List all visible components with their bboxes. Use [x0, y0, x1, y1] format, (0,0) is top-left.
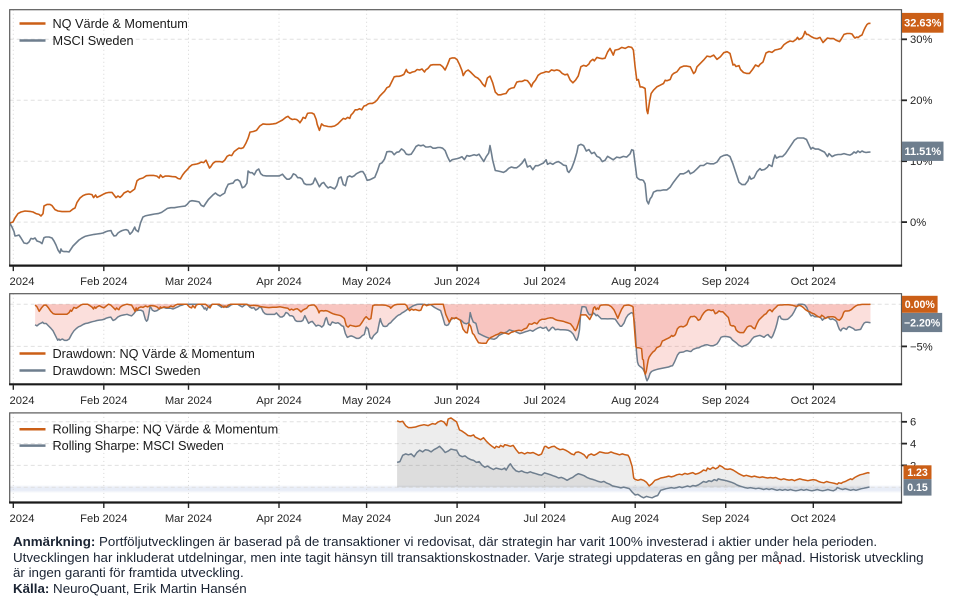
svg-text:Rolling Sharpe: NQ Värde & Mom: Rolling Sharpe: NQ Värde & Momentum	[53, 423, 279, 437]
svg-text:−2.20%: −2.20%	[904, 317, 941, 329]
svg-text:4: 4	[910, 439, 916, 451]
svg-text:Mar 2024: Mar 2024	[165, 276, 212, 288]
svg-text:Oct 2024: Oct 2024	[791, 513, 836, 525]
svg-text:Apr 2024: Apr 2024	[256, 276, 301, 288]
svg-text:2024: 2024	[10, 395, 35, 407]
svg-text:NQ Värde & Momentum: NQ Värde & Momentum	[53, 17, 188, 31]
svg-text:Aug 2024: Aug 2024	[611, 513, 659, 525]
svg-text:MSCI Sweden: MSCI Sweden	[53, 34, 134, 48]
svg-text:Drawdown: MSCI Sweden: Drawdown: MSCI Sweden	[53, 364, 201, 378]
svg-text:Jun 2024: Jun 2024	[434, 395, 480, 407]
svg-text:Drawdown: NQ Värde & Momentum: Drawdown: NQ Värde & Momentum	[53, 347, 255, 361]
svg-text:30%: 30%	[910, 34, 932, 46]
svg-text:2024: 2024	[10, 276, 35, 288]
svg-text:Feb 2024: Feb 2024	[80, 513, 127, 525]
svg-text:2024: 2024	[10, 513, 35, 525]
svg-text:0.15: 0.15	[907, 482, 928, 494]
svg-text:1.23: 1.23	[907, 467, 928, 479]
svg-text:32.63%: 32.63%	[904, 18, 942, 30]
svg-text:Aug 2024: Aug 2024	[611, 395, 659, 407]
svg-text:May 2024: May 2024	[342, 395, 391, 407]
svg-text:Sep 2024: Sep 2024	[702, 395, 750, 407]
svg-text:Feb 2024: Feb 2024	[80, 395, 127, 407]
svg-text:Aug 2024: Aug 2024	[611, 276, 659, 288]
svg-text:−5%: −5%	[910, 341, 933, 353]
svg-text:0.00%: 0.00%	[905, 299, 936, 311]
svg-text:6: 6	[910, 417, 916, 429]
svg-text:May 2024: May 2024	[342, 513, 391, 525]
svg-text:Sep 2024: Sep 2024	[702, 276, 750, 288]
svg-text:Oct 2024: Oct 2024	[791, 276, 836, 288]
svg-text:Mar 2024: Mar 2024	[165, 395, 212, 407]
svg-text:Jul 2024: Jul 2024	[524, 276, 566, 288]
svg-text:Rolling Sharpe: MSCI Sweden: Rolling Sharpe: MSCI Sweden	[53, 439, 224, 453]
svg-text:0%: 0%	[910, 217, 926, 229]
svg-text:May 2024: May 2024	[342, 276, 391, 288]
svg-text:Jun 2024: Jun 2024	[434, 513, 480, 525]
svg-text:Jun 2024: Jun 2024	[434, 276, 480, 288]
svg-text:Apr 2024: Apr 2024	[256, 395, 301, 407]
svg-text:Feb 2024: Feb 2024	[80, 276, 127, 288]
svg-text:Apr 2024: Apr 2024	[256, 513, 301, 525]
svg-text:Mar 2024: Mar 2024	[165, 513, 212, 525]
svg-text:20%: 20%	[910, 95, 932, 107]
svg-text:Jul 2024: Jul 2024	[524, 513, 566, 525]
svg-text:11.51%: 11.51%	[904, 146, 941, 158]
svg-text:Sep 2024: Sep 2024	[702, 513, 750, 525]
svg-text:Jul 2024: Jul 2024	[524, 395, 566, 407]
svg-text:Oct 2024: Oct 2024	[791, 395, 836, 407]
